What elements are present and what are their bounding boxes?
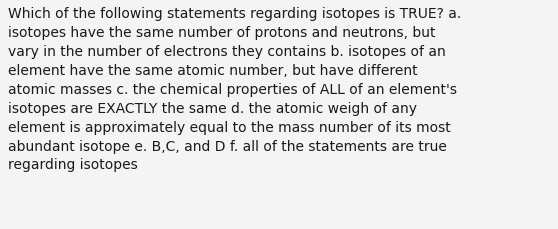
Text: Which of the following statements regarding isotopes is TRUE? a.
isotopes have t: Which of the following statements regard… — [8, 7, 461, 172]
